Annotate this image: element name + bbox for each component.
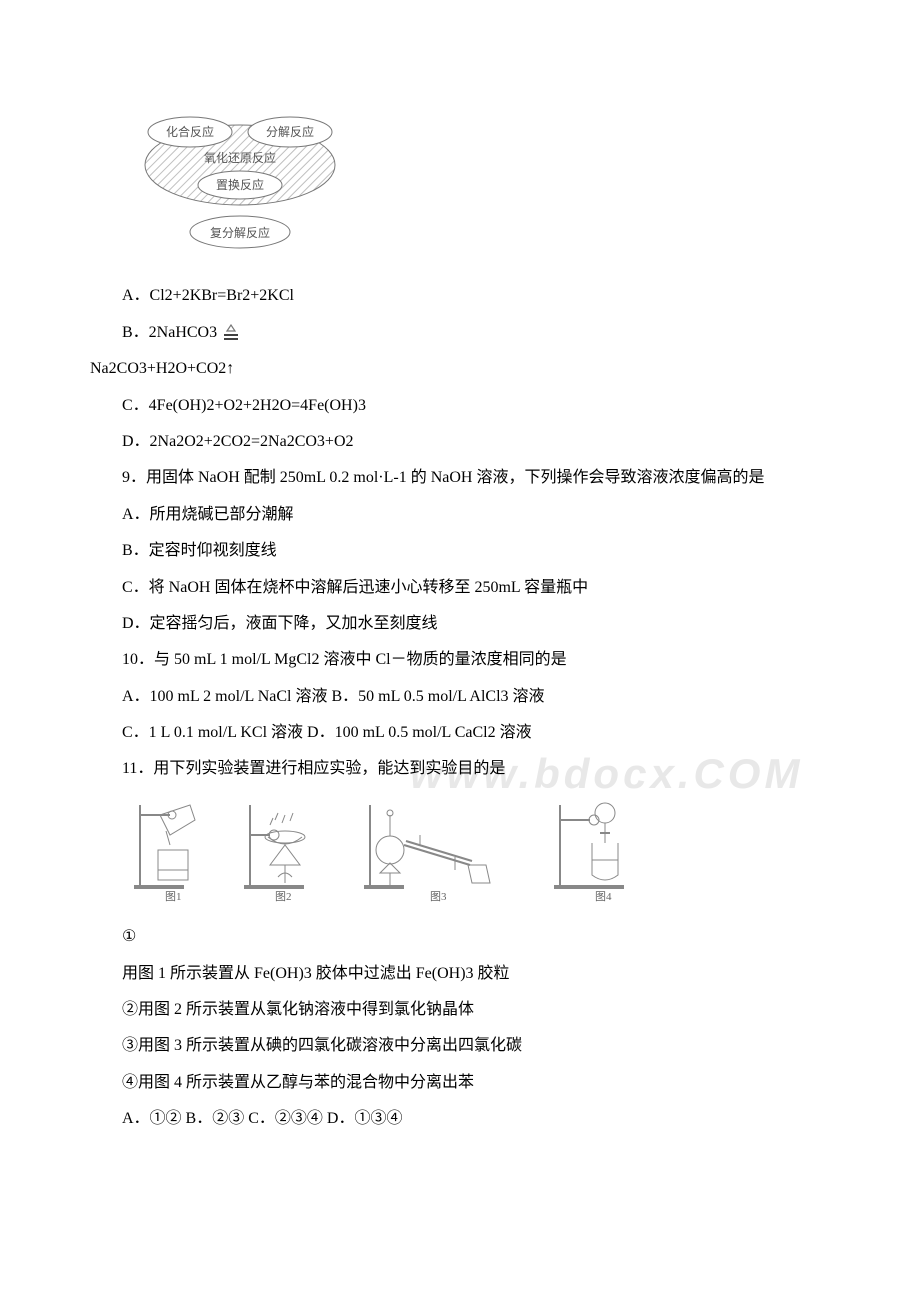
q9-option-c: C．将 NaOH 固体在烧杯中溶解后迅速小心转移至 250mL 容量瓶中 xyxy=(90,573,830,603)
q8-option-a: A．Cl2+2KBr=Br2+2KCl xyxy=(90,281,830,311)
apparatus-fig4: 图4 xyxy=(554,803,624,903)
heating-equals-symbol xyxy=(221,324,241,342)
fig1-label: 图1 xyxy=(165,890,182,903)
q8-option-d: D．2Na2O2+2CO2=2Na2CO3+O2 xyxy=(90,427,830,457)
apparatus-figures: 图1 图2 xyxy=(130,795,830,916)
diagram-label-decomposition: 分解反应 xyxy=(266,124,314,139)
q10-options-cd: C．1 L 0.1 mol/L KCl 溶液 D．100 mL 0.5 mol/… xyxy=(90,718,830,748)
q11-circ1-marker: ① xyxy=(90,922,830,952)
diagram-label-metathesis: 复分解反应 xyxy=(210,225,270,240)
q8-option-c: C．4Fe(OH)2+O2+2H2O=4Fe(OH)3 xyxy=(90,391,830,421)
q10-options-ab: A．100 mL 2 mol/L NaCl 溶液 B．50 mL 0.5 mol… xyxy=(90,682,830,712)
q8-option-b-text: B．2NaHCO3 xyxy=(122,324,217,341)
diagram-label-combination: 化合反应 xyxy=(166,124,214,139)
q9-option-d: D．定容摇匀后，液面下降，又加水至刻度线 xyxy=(90,609,830,639)
q9-option-b: B．定容时仰视刻度线 xyxy=(90,536,830,566)
apparatus-fig1: 图1 xyxy=(134,805,195,903)
q8-option-b-tail: Na2CO3+H2O+CO2↑ xyxy=(90,354,830,384)
apparatus-fig3: 图3 xyxy=(364,805,490,903)
fig4-label: 图4 xyxy=(595,890,612,903)
q9-option-a: A．所用烧碱已部分潮解 xyxy=(90,500,830,530)
fig3-label: 图3 xyxy=(430,890,447,903)
q11-stem: 11．用下列实验装置进行相应实验，能达到实验目的是 xyxy=(90,754,830,784)
fig2-label: 图2 xyxy=(275,890,292,903)
q11-line1: 用图 1 所示装置从 Fe(OH)3 胶体中过滤出 Fe(OH)3 胶粒 xyxy=(90,959,830,989)
diagram-label-redox: 氧化还原反应 xyxy=(204,150,276,165)
apparatus-fig2: 图2 xyxy=(244,805,305,903)
q9-stem: 9．用固体 NaOH 配制 250mL 0.2 mol·L-1 的 NaOH 溶… xyxy=(90,463,830,493)
diagram-label-displacement: 置换反应 xyxy=(216,177,264,192)
reaction-types-diagram: 化合反应 分解反应 氧化还原反应 置换反应 复分解反应 xyxy=(130,110,830,271)
q11-line3: ③用图 3 所示装置从碘的四氯化碳溶液中分离出四氯化碳 xyxy=(90,1031,830,1061)
q10-stem: 10．与 50 mL 1 mol/L MgCl2 溶液中 Cl－物质的量浓度相同… xyxy=(90,645,830,675)
q8-option-b-lead: B．2NaHCO3 xyxy=(90,318,830,348)
q11-options: A．①② B．②③ C．②③④ D．①③④ xyxy=(90,1104,830,1134)
q11-line2: ②用图 2 所示装置从氯化钠溶液中得到氯化钠晶体 xyxy=(90,995,830,1025)
q11-line4: ④用图 4 所示装置从乙醇与苯的混合物中分离出苯 xyxy=(90,1068,830,1098)
